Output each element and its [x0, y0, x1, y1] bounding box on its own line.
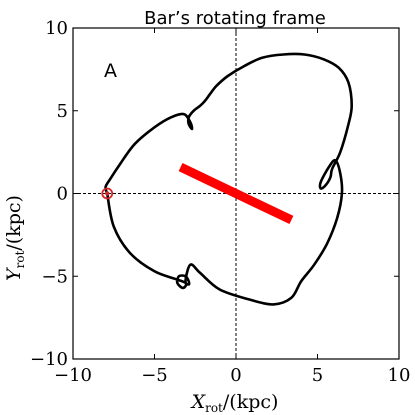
y-tick-label: −10: [30, 349, 68, 370]
panel-label: A: [104, 60, 117, 82]
x-axis-label-sub: rot: [205, 401, 223, 415]
x-tick-label: −5: [141, 365, 168, 386]
y-tick-label: 0: [57, 184, 68, 205]
y-tick-label: 5: [57, 101, 68, 122]
start-point-ring: [101, 187, 114, 200]
chart-title: Bar’s rotating frame: [144, 8, 326, 29]
y-axis-label: Yrot/(kpc): [3, 195, 27, 281]
x-tick-label: −10: [54, 365, 92, 386]
x-axis-label-main: X: [190, 391, 207, 413]
orbit-series-line: [104, 52, 353, 306]
axis-ticks: −10 −5 0 5 10 −10 −5 0 5 10: [30, 18, 410, 386]
y-axis-label-sub: rot: [13, 250, 27, 268]
x-tick-label: 10: [388, 365, 411, 386]
y-axis-label-unit: /(kpc): [3, 195, 25, 251]
y-axis-label-main: Y: [3, 266, 25, 281]
x-tick-label: 5: [312, 365, 323, 386]
x-tick-label: 0: [230, 365, 241, 386]
x-axis-label-unit: /(kpc): [223, 391, 279, 413]
x-axis-label: Xrot/(kpc): [190, 391, 279, 415]
y-tick-label: −5: [41, 266, 68, 287]
bar-segment: [178, 162, 294, 225]
start-point-dot: [105, 191, 110, 196]
y-tick-label: 10: [45, 18, 68, 39]
start-point-marker: [101, 187, 114, 200]
